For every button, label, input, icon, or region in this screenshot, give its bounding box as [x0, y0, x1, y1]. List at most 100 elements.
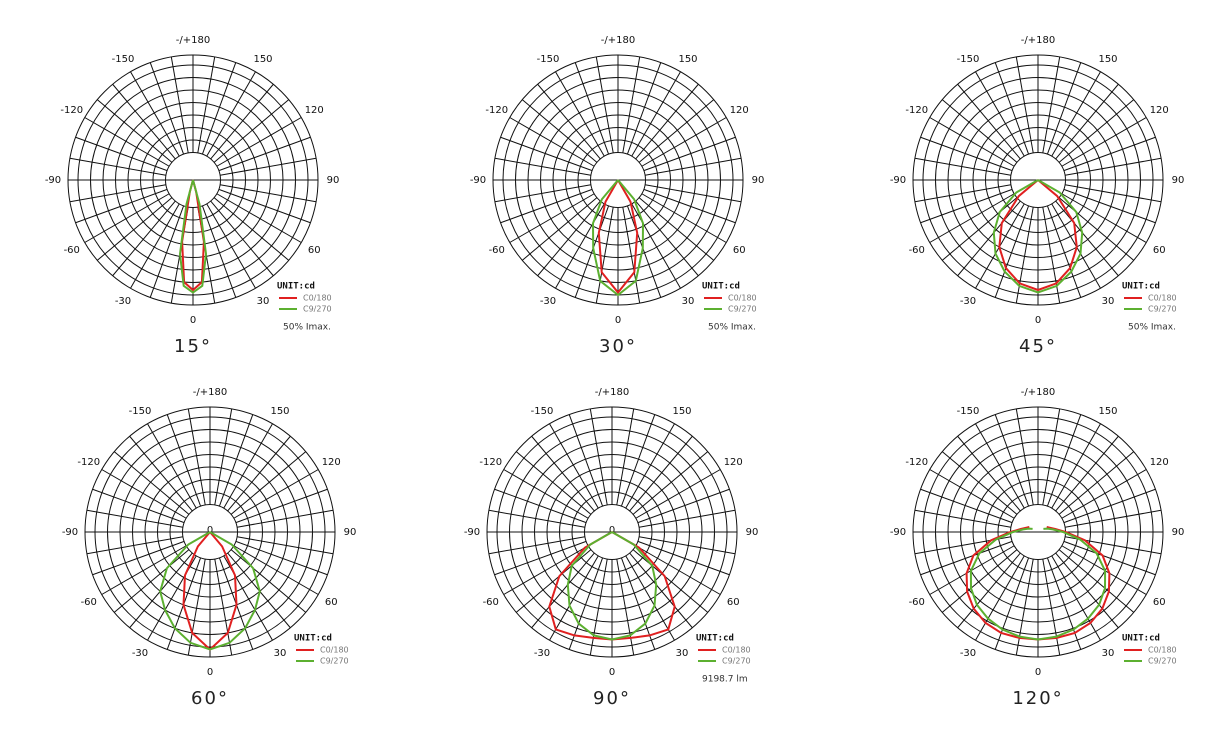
spoke: [1058, 451, 1135, 515]
intensity-curve: [992, 179, 1084, 294]
spoke: [75, 188, 168, 224]
spoke: [637, 540, 730, 576]
angle-label: -60: [909, 597, 925, 608]
spoke: [170, 56, 189, 154]
angle-label: -30: [534, 648, 550, 659]
intensity-curve: [969, 527, 1107, 641]
angle-label: -60: [489, 245, 505, 256]
spoke: [1051, 71, 1101, 157]
angle-label: 150: [672, 406, 691, 417]
spoke: [1055, 552, 1119, 629]
spoke: [920, 136, 1013, 172]
spoke: [1046, 62, 1082, 155]
spoke: [574, 62, 610, 155]
spoke: [521, 99, 598, 163]
spoke: [213, 197, 290, 261]
spoke: [631, 71, 681, 157]
spoke: [201, 205, 237, 298]
spoke: [219, 184, 317, 203]
angle-label: 150: [678, 54, 697, 65]
spoke: [1055, 200, 1119, 277]
spoke: [112, 83, 176, 160]
note: 50% Imax.: [283, 323, 331, 333]
spoke: [509, 193, 595, 243]
spoke: [129, 435, 193, 512]
spoke: [96, 99, 173, 163]
spoke: [941, 549, 1018, 613]
angle-label: 60: [727, 597, 740, 608]
spoke: [631, 203, 681, 289]
angle-label: -150: [957, 406, 980, 417]
angle-label: 30: [274, 648, 287, 659]
spoke: [130, 203, 180, 289]
unit-label: UNIT:cd: [696, 634, 734, 644]
angle-label: 60: [1153, 245, 1166, 256]
spoke: [86, 536, 184, 555]
angle-label: 0: [609, 667, 615, 678]
spoke: [589, 558, 608, 656]
legend-label: C0/180: [1148, 646, 1177, 655]
angle-label: 90: [1172, 175, 1185, 186]
spoke: [230, 451, 307, 515]
spoke: [113, 451, 190, 515]
spoke: [1046, 557, 1082, 650]
spoke: [537, 83, 601, 160]
angle-label: -150: [957, 54, 980, 65]
spoke: [616, 408, 635, 506]
spoke: [994, 414, 1030, 507]
spoke: [595, 206, 614, 304]
spoke: [1058, 549, 1135, 613]
spoke: [637, 488, 730, 524]
legend-label: C9/270: [728, 305, 757, 314]
spoke: [1055, 83, 1119, 160]
angle-label: 60: [325, 597, 338, 608]
spoke: [975, 71, 1025, 157]
angle-label: 0: [615, 315, 621, 326]
spoke: [975, 555, 1025, 641]
spoke: [537, 200, 601, 277]
angle-label: -/+180: [193, 387, 227, 398]
spoke: [549, 423, 599, 509]
spoke: [1042, 206, 1061, 304]
spoke: [1046, 205, 1082, 298]
spoke: [632, 549, 709, 613]
intensity-curve: [566, 531, 658, 641]
spoke: [96, 197, 173, 261]
spoke: [503, 469, 589, 519]
spoke: [235, 540, 328, 576]
spoke: [223, 423, 273, 509]
angle-label: 0: [1035, 667, 1041, 678]
spoke: [218, 188, 311, 224]
spoke: [632, 451, 709, 515]
spoke: [216, 193, 302, 243]
legend-label: C0/180: [722, 646, 751, 655]
spoke: [644, 184, 742, 203]
spoke: [210, 200, 274, 277]
angle-label: -120: [60, 105, 83, 116]
unit-label: UNIT:cd: [1122, 634, 1160, 644]
note: 9198.7 lm: [702, 675, 748, 685]
angle-label: 0: [207, 667, 213, 678]
spoke: [509, 117, 595, 167]
angle-label: 120: [322, 457, 341, 468]
unit-label: UNIT:cd: [1122, 282, 1160, 292]
spoke: [625, 555, 675, 641]
caption: 15°: [174, 336, 212, 357]
spoke: [130, 71, 180, 157]
spoke: [488, 536, 586, 555]
spoke: [574, 205, 610, 298]
legend-label: C0/180: [728, 294, 757, 303]
spoke: [166, 414, 202, 507]
angle-label: -30: [115, 296, 131, 307]
spoke: [1064, 509, 1162, 528]
note: 50% Imax.: [708, 323, 756, 333]
angle-label: 60: [1153, 597, 1166, 608]
intensity-curve: [181, 179, 205, 292]
spoke: [1042, 408, 1061, 506]
spoke: [187, 408, 206, 506]
unit-label: UNIT:cd: [702, 282, 740, 292]
intensity-curve: [597, 179, 639, 295]
spoke: [69, 157, 167, 176]
spoke: [503, 545, 589, 595]
angle-label: 150: [1098, 406, 1117, 417]
